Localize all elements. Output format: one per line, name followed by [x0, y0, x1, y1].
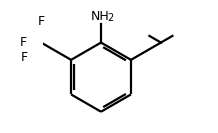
- Text: NH: NH: [91, 10, 109, 23]
- Text: 2: 2: [107, 13, 113, 23]
- Text: F: F: [37, 15, 45, 28]
- Text: F: F: [19, 36, 27, 49]
- Text: F: F: [21, 51, 28, 64]
